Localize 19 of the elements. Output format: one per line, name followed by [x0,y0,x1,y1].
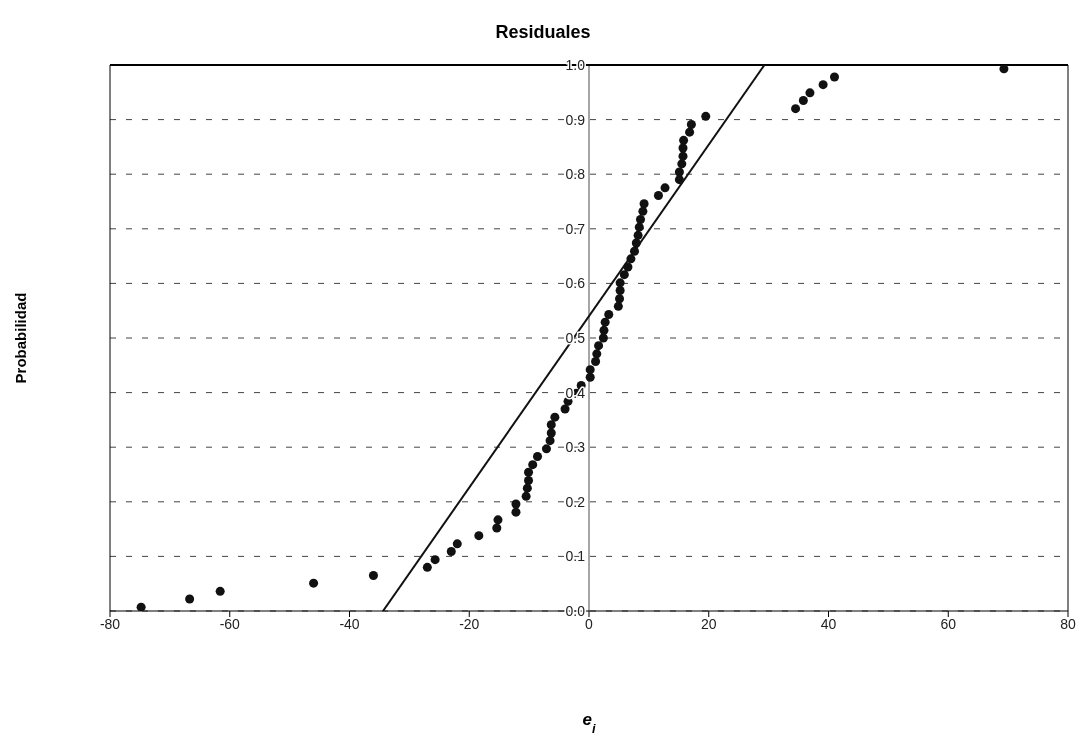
y-tick-label: 0.6 [565,275,586,292]
x-axis-title: e$_{i}$ [582,710,596,736]
x-tick-label: -40 [339,615,360,632]
x-tick-label: 60 [940,615,957,632]
y-tick-label: 0.3 [565,439,586,456]
y-tick-label: 0.2 [565,493,586,510]
y-tick-label: 0.8 [565,166,586,183]
x-tick-label: 20 [700,615,717,632]
x-tick-label: 40 [820,615,837,632]
y-tick-label: 0.9 [565,111,586,128]
y-axis-title: Probabilidad [12,292,29,384]
x-tick-label: -20 [459,615,480,632]
x-tick-label: -80 [99,615,121,632]
y-tick-label: 0.7 [565,220,586,237]
chart-title: Residuales [494,22,592,43]
x-tick-label: 0 [585,615,594,632]
x-tick-label: -60 [219,615,241,632]
y-tick-label: 0.1 [565,548,586,565]
x-tick-label: 80 [1060,615,1076,632]
